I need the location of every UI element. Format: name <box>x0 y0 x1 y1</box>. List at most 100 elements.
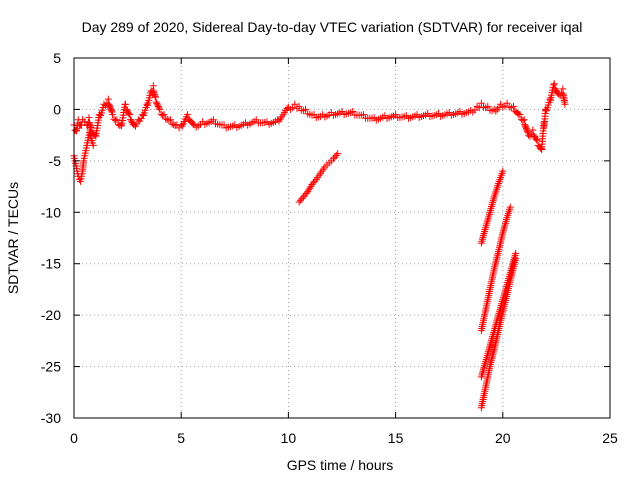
data-point <box>295 102 303 110</box>
data-point <box>523 127 531 135</box>
x-tick-label: 15 <box>388 430 404 446</box>
data-point <box>305 186 313 194</box>
y-tick-label: 5 <box>53 50 61 66</box>
data-point <box>489 199 497 207</box>
data-point <box>104 95 112 103</box>
data-point <box>552 86 560 94</box>
data-point <box>483 354 491 362</box>
data-point <box>506 203 514 211</box>
data-point <box>546 95 554 103</box>
data-point <box>532 135 540 143</box>
data-point <box>501 219 509 227</box>
data-point <box>561 100 569 108</box>
data-point <box>531 133 539 141</box>
data-point <box>488 203 496 210</box>
y-tick-label: -5 <box>49 153 62 169</box>
data-point <box>486 342 494 350</box>
data-point <box>503 215 511 223</box>
data-point <box>304 188 312 196</box>
data-point <box>482 356 490 363</box>
data-point <box>486 208 494 216</box>
data-point <box>491 191 499 199</box>
data-point <box>479 367 487 375</box>
y-axis-label: SDTVAR / TECUs <box>5 182 21 294</box>
data-point <box>499 167 507 175</box>
data-point <box>478 371 486 379</box>
data-point <box>551 85 559 93</box>
data-point <box>503 99 511 107</box>
data-point <box>359 111 367 119</box>
data-point <box>291 100 299 108</box>
data-point <box>134 116 142 124</box>
data-point <box>481 226 489 234</box>
data-point <box>502 217 510 225</box>
data-point <box>484 216 492 224</box>
data-point <box>155 104 163 112</box>
plot-frame <box>73 57 611 419</box>
data-point <box>168 120 176 128</box>
data-point <box>478 235 486 243</box>
chart-title: Day 289 of 2020, Sidereal Day-to-day VTE… <box>82 19 583 35</box>
data-point <box>493 185 501 193</box>
data-point <box>108 107 116 115</box>
data-point <box>492 187 500 195</box>
data-point <box>529 126 537 134</box>
data-point <box>156 105 164 113</box>
data-point <box>550 80 558 88</box>
data-point <box>516 111 524 119</box>
data-point <box>122 105 130 113</box>
data-point <box>481 361 489 369</box>
data-point <box>143 100 151 108</box>
data-point <box>184 111 192 119</box>
x-tick-label: 0 <box>70 430 78 446</box>
data-point <box>283 104 291 112</box>
data-point <box>152 98 160 106</box>
data-point <box>484 214 492 222</box>
data-point <box>477 239 485 247</box>
data-point <box>109 111 117 119</box>
data-point <box>480 363 488 371</box>
data-point <box>482 222 490 230</box>
data-point <box>302 105 310 113</box>
x-tick-label: 10 <box>281 430 297 446</box>
data-point <box>309 179 317 187</box>
y-tick-label: -25 <box>41 359 61 375</box>
data-point <box>483 218 491 226</box>
data-point <box>154 101 162 109</box>
data-point <box>486 206 494 214</box>
data-point <box>189 120 197 128</box>
data-point <box>477 373 485 381</box>
data-point <box>298 195 306 203</box>
x-tick-label: 5 <box>177 430 185 446</box>
data-point <box>349 107 357 115</box>
data-point <box>499 227 507 235</box>
data-point <box>512 255 520 263</box>
data-point <box>481 228 489 236</box>
data-point <box>477 99 485 107</box>
data-point <box>485 212 493 220</box>
data-point <box>489 197 497 205</box>
data-point <box>329 155 337 163</box>
data-point <box>123 107 131 115</box>
data-point <box>127 116 135 124</box>
data-point <box>479 233 487 241</box>
data-point <box>484 350 492 358</box>
y-tick-label: -30 <box>41 410 61 426</box>
data-point <box>153 100 161 108</box>
data-point <box>334 150 342 158</box>
data-point <box>297 196 305 204</box>
data-point <box>471 106 479 114</box>
data-point <box>520 116 528 124</box>
tick-labels: 0 5 10 15 20 25 -30 -25 -20 -15 -10 -5 0 5 <box>41 50 618 446</box>
data-point <box>492 107 500 115</box>
data-point <box>331 153 339 161</box>
data-point <box>475 104 483 112</box>
data-point <box>510 102 518 110</box>
data-point <box>478 369 486 377</box>
data-point <box>482 357 490 365</box>
data-point <box>500 225 508 233</box>
data-point <box>299 193 307 201</box>
x-tick-label: 25 <box>602 430 618 446</box>
data-point <box>542 105 550 113</box>
data-points <box>70 80 569 412</box>
